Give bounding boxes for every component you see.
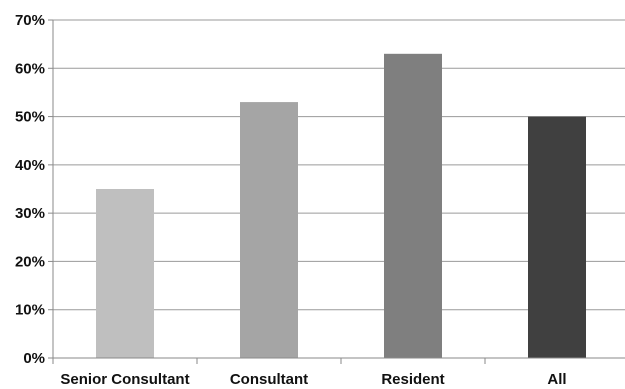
y-tick-label: 40% [15,157,45,174]
axes [52,20,625,364]
y-tick-label: 0% [23,350,45,367]
x-category-label: Resident [381,371,444,388]
y-tick-label: 60% [15,60,45,77]
bar-consultant [240,102,298,358]
x-axis-labels: Senior Consultant Consultant Resident All [60,371,566,388]
y-tick-label: 20% [15,253,45,270]
x-category-label: All [547,371,566,388]
y-axis-ticks: 0% 10% 20% 30% 40% 50% 60% 70% [15,12,53,367]
x-category-label: Senior Consultant [60,371,189,388]
bar-senior-consultant [96,189,154,358]
y-tick-label: 10% [15,302,45,319]
y-tick-label: 30% [15,205,45,222]
bars [96,53,586,359]
bar-all [528,116,586,358]
x-category-label: Consultant [230,371,308,388]
bar-resident [384,53,442,359]
y-tick-label: 50% [15,109,45,126]
y-tick-label: 70% [15,12,45,29]
